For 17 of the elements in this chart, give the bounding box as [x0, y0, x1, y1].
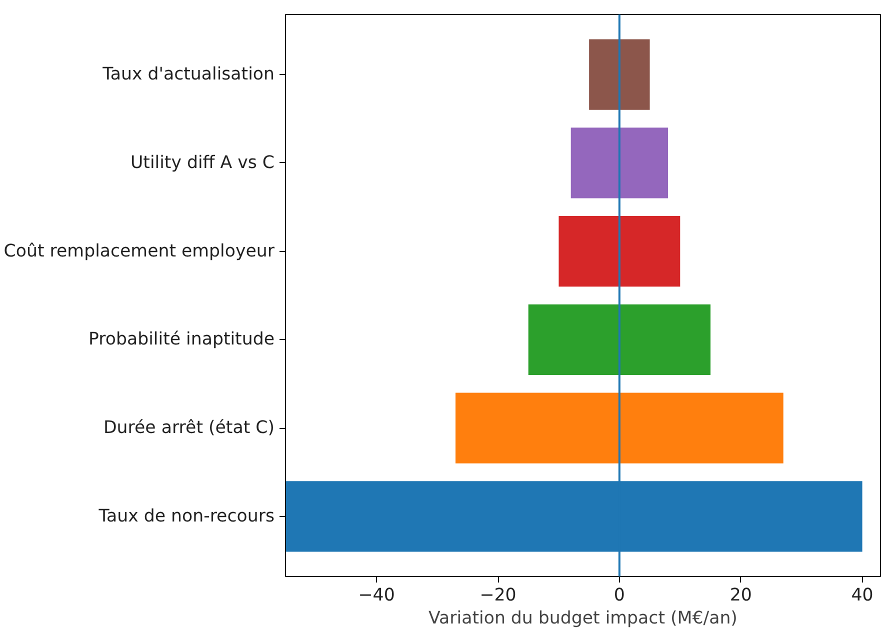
x-tick-label: 20: [730, 586, 752, 606]
bar: [570, 128, 668, 198]
x-tick-label: −20: [480, 586, 516, 606]
x-axis-title: Variation du budget impact (M€/an): [428, 608, 738, 628]
y-tick-label: Coût remplacement employeur: [4, 241, 276, 262]
x-tick-label: −40: [358, 586, 395, 606]
bar: [456, 392, 784, 464]
x-tick-label: 0: [614, 586, 625, 606]
bar: [589, 39, 650, 110]
bar: [558, 216, 680, 287]
x-tick-label: 40: [851, 586, 874, 606]
bar: [528, 304, 710, 376]
y-tick-label: Utility diff A vs C: [130, 152, 275, 173]
y-tick-label: Taux d'actualisation: [102, 64, 275, 85]
y-tick-label: Probabilité inaptitude: [88, 330, 275, 350]
y-tick-label: Durée arrêt (état C): [103, 418, 275, 438]
y-tick-label: Taux de non-recours: [98, 506, 275, 526]
